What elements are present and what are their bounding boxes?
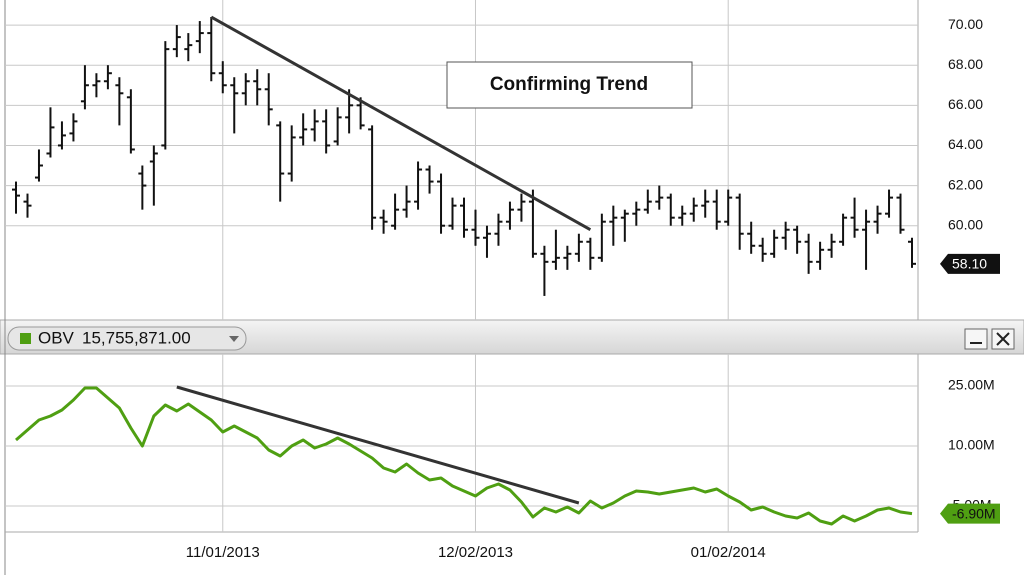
close-icon bbox=[996, 332, 1010, 346]
y-tick-label: 10.00M bbox=[948, 437, 995, 453]
last-value-tag bbox=[940, 503, 1000, 524]
last-value-label: 58.10 bbox=[952, 256, 987, 272]
annotation-text: Confirming Trend bbox=[490, 74, 648, 95]
last-value-label: -6.90M bbox=[952, 505, 996, 521]
indicator-swatch bbox=[20, 333, 31, 344]
y-tick-label: 64.00 bbox=[948, 136, 983, 152]
annotation-box bbox=[446, 61, 693, 109]
y-tick-label: 60.00 bbox=[948, 216, 983, 232]
y-tick-label: 70.00 bbox=[948, 16, 983, 32]
obv-line bbox=[15, 386, 913, 526]
last-value-tag bbox=[940, 253, 1000, 274]
indicator-value: 15,755,871.00 bbox=[82, 328, 191, 347]
dropdown-arrow[interactable] bbox=[229, 336, 239, 342]
x-tick-label: 11/01/2013 bbox=[186, 544, 260, 561]
indicator-pill[interactable] bbox=[7, 326, 247, 351]
indicator-name: OBV bbox=[38, 328, 75, 347]
y-tick-label: 68.00 bbox=[948, 56, 983, 72]
x-tick-label: 12/02/2013 bbox=[438, 544, 513, 561]
x-tick-label: 01/02/2014 bbox=[691, 544, 766, 561]
y-tick-label: 25.00M bbox=[948, 377, 995, 393]
minimize-button[interactable] bbox=[964, 328, 988, 350]
y-tick-label: 66.00 bbox=[948, 96, 983, 112]
plot-layer: 11/01/2013 12/02/2013 01/02/2014 60.00 62.00… bbox=[5, 0, 1000, 561]
trend-line bbox=[210, 15, 592, 232]
y-tick-label: 62.00 bbox=[948, 176, 983, 192]
trend-line bbox=[176, 385, 580, 505]
